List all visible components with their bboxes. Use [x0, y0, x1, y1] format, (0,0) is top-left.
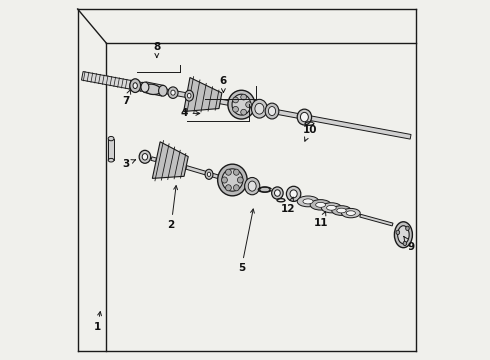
Text: 9: 9 [404, 237, 414, 252]
Polygon shape [108, 139, 114, 160]
Ellipse shape [269, 107, 275, 116]
Polygon shape [144, 82, 164, 96]
Ellipse shape [398, 226, 409, 244]
Text: 4: 4 [180, 108, 200, 118]
Ellipse shape [297, 196, 319, 207]
Polygon shape [186, 166, 220, 179]
Ellipse shape [187, 93, 191, 98]
Ellipse shape [228, 90, 255, 119]
Text: 8: 8 [153, 42, 160, 58]
Ellipse shape [316, 202, 325, 207]
Ellipse shape [241, 109, 246, 115]
Ellipse shape [207, 172, 211, 176]
Ellipse shape [233, 185, 239, 191]
Ellipse shape [139, 150, 151, 163]
Ellipse shape [108, 158, 114, 162]
Text: 3: 3 [122, 159, 135, 169]
Ellipse shape [221, 177, 227, 183]
Ellipse shape [143, 84, 161, 95]
Ellipse shape [406, 226, 409, 230]
Ellipse shape [185, 90, 194, 101]
Polygon shape [81, 72, 159, 94]
Ellipse shape [225, 169, 231, 175]
Text: 10: 10 [302, 125, 317, 141]
Polygon shape [158, 88, 411, 139]
Text: 11: 11 [313, 212, 328, 228]
Ellipse shape [168, 87, 178, 98]
Ellipse shape [232, 94, 251, 115]
Text: 1: 1 [94, 312, 101, 332]
Ellipse shape [255, 103, 264, 114]
Polygon shape [184, 77, 222, 112]
Ellipse shape [271, 187, 283, 199]
Ellipse shape [303, 199, 313, 204]
Ellipse shape [218, 164, 247, 196]
Ellipse shape [337, 208, 346, 213]
Ellipse shape [342, 208, 360, 218]
Ellipse shape [297, 109, 312, 125]
Ellipse shape [241, 94, 246, 100]
Ellipse shape [130, 79, 141, 93]
Ellipse shape [205, 169, 213, 179]
Ellipse shape [233, 107, 239, 112]
Ellipse shape [300, 112, 308, 122]
Ellipse shape [233, 97, 239, 103]
Polygon shape [152, 142, 188, 179]
Text: 12: 12 [281, 197, 295, 214]
Ellipse shape [142, 154, 147, 160]
Ellipse shape [286, 186, 301, 201]
Ellipse shape [108, 136, 114, 141]
Ellipse shape [260, 187, 270, 192]
Polygon shape [151, 157, 156, 162]
Ellipse shape [326, 205, 336, 210]
Ellipse shape [233, 169, 239, 175]
Ellipse shape [346, 211, 355, 215]
Ellipse shape [394, 222, 413, 248]
Polygon shape [360, 214, 393, 226]
Text: 7: 7 [122, 90, 131, 106]
Ellipse shape [290, 190, 297, 198]
Ellipse shape [321, 203, 342, 213]
Text: 2: 2 [168, 186, 177, 230]
Ellipse shape [403, 241, 407, 246]
Ellipse shape [133, 83, 137, 89]
Ellipse shape [245, 102, 251, 108]
Ellipse shape [396, 230, 400, 235]
Ellipse shape [332, 206, 351, 215]
Ellipse shape [171, 90, 175, 95]
Ellipse shape [245, 177, 260, 195]
Ellipse shape [248, 181, 256, 191]
Ellipse shape [274, 190, 280, 196]
Text: 5: 5 [238, 209, 254, 273]
Ellipse shape [222, 169, 243, 191]
Ellipse shape [310, 199, 331, 210]
Ellipse shape [251, 99, 268, 118]
Text: 6: 6 [220, 76, 227, 93]
Ellipse shape [159, 85, 167, 96]
Ellipse shape [238, 177, 243, 183]
Ellipse shape [265, 103, 279, 119]
Ellipse shape [141, 82, 149, 92]
Ellipse shape [225, 185, 231, 191]
